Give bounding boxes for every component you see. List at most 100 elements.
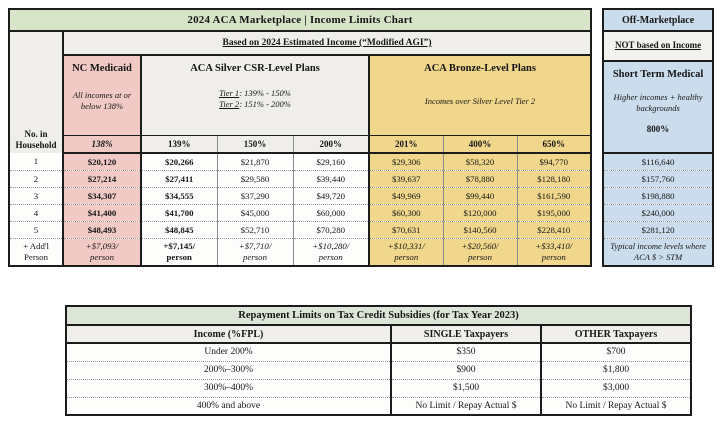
nc-medicaid-title: NC Medicaid bbox=[72, 63, 132, 74]
income-cell: $39,637 bbox=[369, 170, 443, 188]
household-row-1: 1 $20,120 $20,266 $21,870 $29,160 $29,30… bbox=[9, 153, 592, 171]
household-size-cell: 3 bbox=[9, 187, 64, 205]
household-row-2: 2 $27,214 $27,411 $29,580 $39,440 $39,63… bbox=[9, 170, 592, 188]
tier2-line: Tier 2: 151% - 200% bbox=[219, 99, 291, 110]
marketplace-table: 2024 ACA Marketplace | Income Limits Cha… bbox=[8, 8, 593, 267]
income-cell: $49,969 bbox=[369, 187, 443, 205]
repayment-row: 200%–300% $900 $1,800 bbox=[66, 361, 692, 380]
income-cell: +$10,280/ person bbox=[292, 238, 370, 266]
income-cell: +$7,145/ person bbox=[141, 238, 217, 266]
income-cell: $48,493 bbox=[63, 221, 142, 239]
income-cell: +$20,560/ person bbox=[442, 238, 517, 266]
income-cell: $116,640 bbox=[603, 153, 714, 171]
limit-cell: $900 bbox=[390, 361, 541, 380]
repayment-limits-table: Repayment Limits on Tax Credit Subsidies… bbox=[65, 305, 693, 416]
percent-header-cell: 201% bbox=[369, 135, 443, 154]
income-cell: $99,440 bbox=[442, 187, 517, 205]
percent-header-cell: 800% bbox=[646, 124, 670, 135]
percent-header-cell: 139% bbox=[141, 135, 217, 154]
limit-cell: $700 bbox=[539, 343, 692, 362]
income-cell: $29,160 bbox=[292, 153, 370, 171]
fpl-range-cell: 300%–400% bbox=[66, 379, 391, 398]
income-cell: $198,880 bbox=[603, 187, 714, 205]
section-header-row: NC Medicaid All incomes at or below 138%… bbox=[9, 55, 592, 136]
income-cell: $49,720 bbox=[292, 187, 370, 205]
nc-medicaid-desc: All incomes at or below 138% bbox=[72, 90, 132, 112]
income-cell: $60,300 bbox=[369, 204, 443, 222]
income-cell: +$7,093/ person bbox=[63, 238, 142, 266]
off-marketplace-table: Off-Marketplace NOT based on Income Shor… bbox=[602, 8, 715, 267]
income-cell: $120,000 bbox=[442, 204, 517, 222]
income-cell: $20,120 bbox=[63, 153, 142, 171]
limit-cell: $1,800 bbox=[539, 361, 692, 380]
top-section: 2024 ACA Marketplace | Income Limits Cha… bbox=[8, 8, 715, 267]
income-cell: +$10,331/ person bbox=[369, 238, 443, 266]
page-title: 2024 ACA Marketplace | Income Limits Cha… bbox=[9, 9, 592, 32]
column-header: SINGLE Taxpayers bbox=[390, 325, 541, 344]
income-cell: $21,870 bbox=[216, 153, 293, 171]
household-row-4: 4 $41,400 $41,700 $45,000 $60,000 $60,30… bbox=[9, 204, 592, 222]
income-cell: +$7,710/ person bbox=[216, 238, 293, 266]
income-cell: $140,560 bbox=[442, 221, 517, 239]
subtitle: Based on 2024 Estimated Income (“Modifie… bbox=[63, 31, 592, 56]
income-cell: $228,410 bbox=[516, 221, 592, 239]
not-based-on-income-label: NOT based on Income bbox=[603, 31, 714, 62]
household-size-cell: 1 bbox=[9, 153, 64, 171]
additional-person-row: + Add'l Person +$7,093/ person +$7,145/ … bbox=[9, 238, 592, 266]
income-cell: $29,580 bbox=[216, 170, 293, 188]
percent-header-cell: 200% bbox=[292, 135, 370, 154]
income-cell: $128,180 bbox=[516, 170, 592, 188]
household-size-cell: 4 bbox=[9, 204, 64, 222]
household-size-cell: 2 bbox=[9, 170, 64, 188]
percent-header-cell: 150% bbox=[216, 135, 293, 154]
income-cell: $52,710 bbox=[216, 221, 293, 239]
income-cell: $94,770 bbox=[516, 153, 592, 171]
household-column-header: No. in Household bbox=[9, 31, 64, 153]
column-header: Income (%FPL) bbox=[66, 325, 391, 344]
income-cell: $281,120 bbox=[603, 221, 714, 239]
income-cell: $34,555 bbox=[141, 187, 217, 205]
fpl-range-cell: Under 200% bbox=[66, 343, 391, 362]
income-cell: $78,880 bbox=[442, 170, 517, 188]
aca-bronze-header: ACA Bronze-Level Plans Incomes over Silv… bbox=[369, 55, 592, 136]
aca-bronze-title: ACA Bronze-Level Plans bbox=[424, 63, 536, 74]
aca-bronze-desc: Incomes over Silver Level Tier 2 bbox=[424, 96, 536, 106]
income-cell: $27,411 bbox=[141, 170, 217, 188]
income-cell: $39,440 bbox=[292, 170, 370, 188]
income-cell: $240,000 bbox=[603, 204, 714, 222]
repayment-row: Under 200% $350 $700 bbox=[66, 343, 692, 362]
aca-silver-header: ACA Silver CSR-Level Plans Tier 1: 139% … bbox=[141, 55, 370, 136]
income-cell: $20,266 bbox=[141, 153, 217, 171]
tier1-line: Tier 1: 139% - 150% bbox=[219, 88, 291, 98]
column-header: OTHER Taxpayers bbox=[539, 325, 692, 344]
percent-header-cell: 650% bbox=[516, 135, 592, 154]
off-marketplace-title: Off-Marketplace bbox=[603, 9, 714, 32]
additional-person-label: + Add'l Person bbox=[9, 238, 64, 266]
fpl-range-cell: 200%–300% bbox=[66, 361, 391, 380]
aca-silver-title: ACA Silver CSR-Level Plans bbox=[190, 63, 320, 74]
fpl-range-cell: 400% and above bbox=[66, 397, 391, 415]
limit-cell: No Limit / Repay Actual $ bbox=[539, 397, 692, 415]
income-cell: $29,306 bbox=[369, 153, 443, 171]
income-cell: $37,290 bbox=[216, 187, 293, 205]
limit-cell: $3,000 bbox=[539, 379, 692, 398]
percent-header-cell: 138% bbox=[63, 135, 142, 154]
income-cell: $161,590 bbox=[516, 187, 592, 205]
typical-income-note: Typical income levels where ACA $ > STM bbox=[603, 238, 714, 266]
income-cell: $48,845 bbox=[141, 221, 217, 239]
income-cell: $41,400 bbox=[63, 204, 142, 222]
income-cell: $195,000 bbox=[516, 204, 592, 222]
household-size-cell: 5 bbox=[9, 221, 64, 239]
repayment-header-row: Income (%FPL) SINGLE Taxpayers OTHER Tax… bbox=[66, 325, 692, 344]
income-cell: +$33,410/ person bbox=[516, 238, 592, 266]
limit-cell: $350 bbox=[390, 343, 541, 362]
income-cell: $45,000 bbox=[216, 204, 293, 222]
income-cell: $58,320 bbox=[442, 153, 517, 171]
short-term-medical-header: Short Term Medical Higher incomes + heal… bbox=[603, 61, 714, 154]
repayment-table-title: Repayment Limits on Tax Credit Subsidies… bbox=[66, 306, 692, 326]
table-title-row: 2024 ACA Marketplace | Income Limits Cha… bbox=[9, 9, 592, 32]
subtitle-row: No. in Household Based on 2024 Estimated… bbox=[9, 31, 592, 153]
repayment-row: 300%–400% $1,500 $3,000 bbox=[66, 379, 692, 398]
silver-tiers: Tier 1: 139% - 150% Tier 2: 151% - 200% bbox=[142, 88, 367, 111]
